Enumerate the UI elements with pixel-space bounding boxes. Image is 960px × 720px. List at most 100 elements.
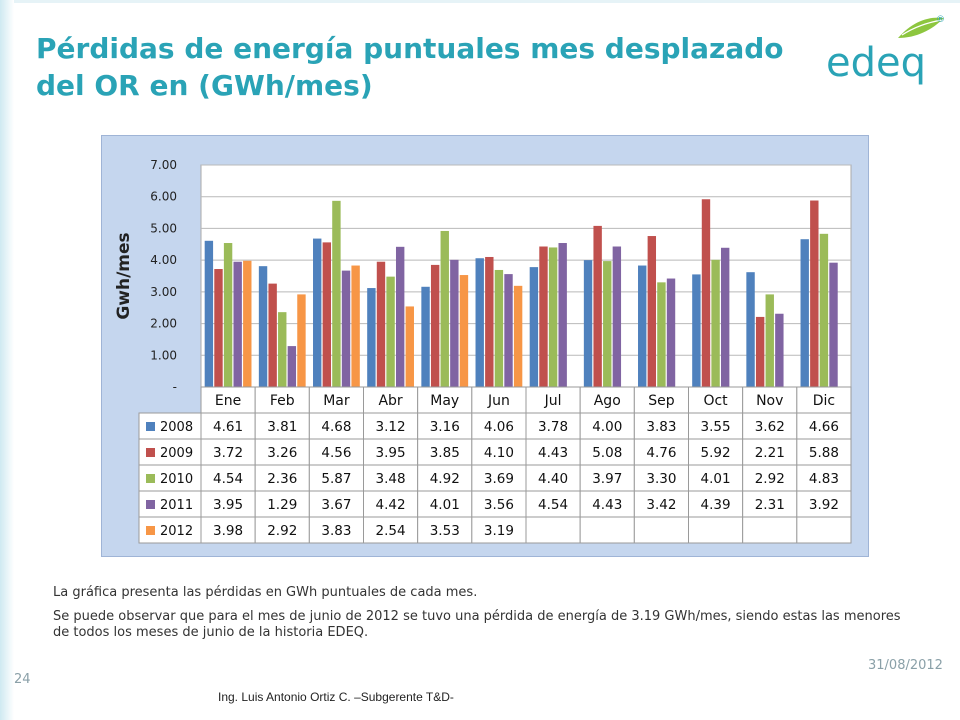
bar-2008-Dic xyxy=(800,239,809,387)
bar-2008-Nov xyxy=(746,272,755,387)
bar-2012-Ene xyxy=(243,260,252,387)
bar-2009-Oct xyxy=(701,199,711,387)
data-label: 3.85 xyxy=(430,445,460,461)
table-cell xyxy=(308,412,364,440)
data-label: 4.06 xyxy=(484,419,514,435)
bar-2012-Jun xyxy=(513,285,523,387)
y-tick-label: 4.00 xyxy=(150,253,177,267)
category-label: Oct xyxy=(703,393,728,409)
table-cell xyxy=(688,490,744,518)
data-label: 3.69 xyxy=(484,471,514,487)
legend-label: 2008 xyxy=(160,420,193,435)
data-label: 4.43 xyxy=(538,445,568,461)
legend-label: 2009 xyxy=(160,446,193,461)
table-cell xyxy=(688,438,744,466)
bar-2009-Jun xyxy=(485,256,494,387)
y-tick-label: 3.00 xyxy=(150,285,177,299)
data-label: 4.01 xyxy=(701,471,731,487)
data-label: 4.68 xyxy=(321,419,351,435)
y-tick-label: 7.00 xyxy=(150,158,177,172)
data-label: 4.66 xyxy=(809,419,839,435)
data-label: 2.92 xyxy=(267,523,297,539)
plot-area xyxy=(200,164,852,388)
category-label: Ago xyxy=(594,393,621,409)
bar-2010-Oct xyxy=(711,259,720,387)
bar-2008-Jun xyxy=(475,258,484,387)
bar-2010-Mar xyxy=(332,200,341,387)
data-label: 3.12 xyxy=(376,419,406,435)
description: La gráfica presenta las pérdidas en GWh … xyxy=(53,585,915,649)
data-label: 3.19 xyxy=(484,523,514,539)
data-label: 4.10 xyxy=(484,445,514,461)
bar-2009-Jul xyxy=(539,246,548,387)
bar-2012-Abr xyxy=(405,306,414,387)
data-label: 5.88 xyxy=(809,445,839,461)
legend-label: 2010 xyxy=(160,472,193,487)
logo-leaf-icon xyxy=(898,17,944,38)
legend-swatch xyxy=(146,500,155,509)
data-label: 3.83 xyxy=(321,523,351,539)
page-number: 24 xyxy=(14,672,31,687)
table-cell xyxy=(525,438,581,466)
data-label: 4.92 xyxy=(430,471,460,487)
data-label: 3.67 xyxy=(321,497,351,513)
bar-2008-Jul xyxy=(529,267,539,387)
table-cell xyxy=(525,516,581,544)
table-header-cell xyxy=(633,386,689,414)
data-label: 2.31 xyxy=(755,497,785,513)
y-tick-label: - xyxy=(173,380,177,394)
category-label: Jun xyxy=(487,393,510,409)
bar-2011-Ago xyxy=(612,246,622,387)
bar-2011-Jul xyxy=(558,243,567,387)
data-label: 2.92 xyxy=(755,471,785,487)
bar-2009-Ene xyxy=(214,269,223,387)
data-label: 4.01 xyxy=(430,497,460,513)
table-cell xyxy=(363,464,419,492)
top-rule xyxy=(14,0,960,3)
bar-2009-Sep xyxy=(647,236,657,387)
table-cell xyxy=(200,412,256,440)
legend-label: 2012 xyxy=(160,524,193,539)
bar-2009-Dic xyxy=(810,200,819,387)
category-label: May xyxy=(430,393,459,409)
table-cell xyxy=(796,490,852,518)
bar-2008-May xyxy=(421,286,430,387)
legend-label: 2011 xyxy=(160,498,193,513)
table-cell xyxy=(417,412,473,440)
table-cell xyxy=(579,516,635,544)
bar-2012-May xyxy=(459,275,469,387)
bar-2008-Sep xyxy=(638,265,647,387)
table-header-cell xyxy=(471,386,527,414)
bar-2011-Sep xyxy=(666,278,676,387)
category-label: Nov xyxy=(756,393,783,409)
bar-2011-Jun xyxy=(504,274,513,387)
y-tick-label: 1.00 xyxy=(150,348,177,362)
category-label: Sep xyxy=(648,393,675,409)
data-label: 5.92 xyxy=(701,445,731,461)
data-label: 2.21 xyxy=(755,445,785,461)
slide-date: 31/08/2012 xyxy=(868,658,943,673)
category-label: Mar xyxy=(323,393,350,409)
description-line-1: La gráfica presenta las pérdidas en GWh … xyxy=(53,585,478,600)
bar-2010-Jul xyxy=(548,247,558,387)
table-cell xyxy=(796,516,852,544)
table-cell xyxy=(363,490,419,518)
bar-2010-Abr xyxy=(386,276,395,387)
data-label: 2.36 xyxy=(267,471,297,487)
table-cell xyxy=(688,464,744,492)
legend-swatch xyxy=(146,474,155,483)
bar-2010-Nov xyxy=(765,294,774,387)
table-header-cell xyxy=(417,386,473,414)
data-label: 2.54 xyxy=(376,523,406,539)
data-label: 4.56 xyxy=(321,445,351,461)
table-cell xyxy=(363,412,419,440)
table-cell xyxy=(579,464,635,492)
legend-swatch xyxy=(146,448,155,457)
bar-2011-Dic xyxy=(829,262,838,387)
bar-2008-Ago xyxy=(583,260,593,387)
data-label: 5.87 xyxy=(321,471,351,487)
bar-2010-Ene xyxy=(223,243,233,387)
data-label: 4.76 xyxy=(646,445,676,461)
bar-2008-Mar xyxy=(313,238,322,387)
data-label: 3.26 xyxy=(267,445,297,461)
